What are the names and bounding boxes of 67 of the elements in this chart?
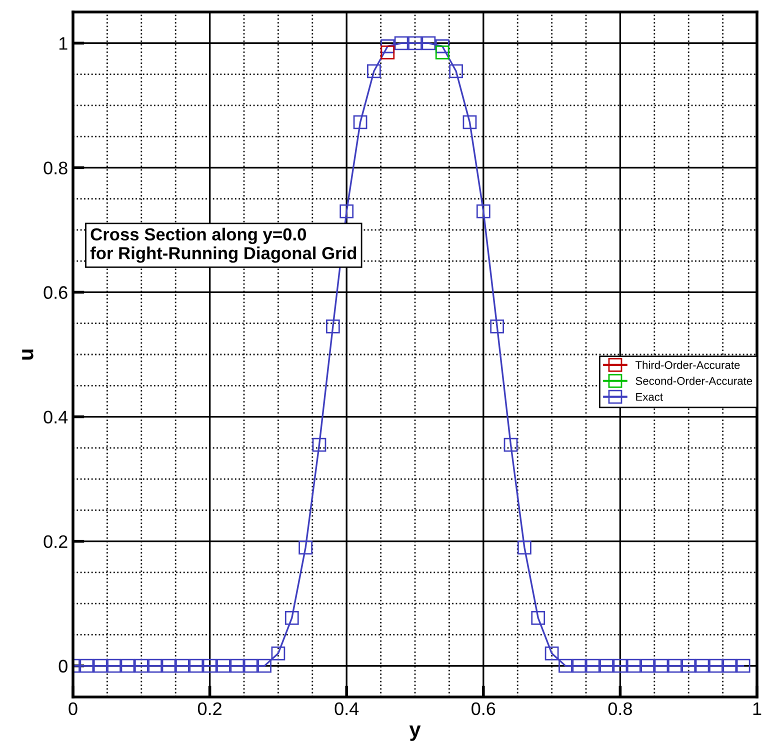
y-tick-label: 0.2 (44, 535, 68, 548)
point (93, 658, 108, 673)
point (271, 646, 286, 660)
point (380, 46, 395, 60)
point (312, 438, 326, 452)
y-tick-label: 0.4 (44, 410, 68, 424)
point (490, 320, 504, 334)
point (695, 658, 710, 673)
point (736, 658, 750, 673)
point (572, 658, 586, 673)
point (544, 646, 559, 660)
x-axis-title: y (409, 726, 421, 741)
point (230, 658, 244, 673)
point (682, 658, 696, 673)
y-tick-label: 0 (58, 660, 68, 673)
legend-label: Exact (636, 393, 663, 401)
x-tick-label: 0 (68, 702, 78, 716)
legend-label: Third-Order-Accurate (635, 360, 740, 369)
y-tick-label: 1 (59, 37, 68, 50)
point (462, 115, 477, 130)
point (148, 658, 162, 673)
point (449, 64, 463, 78)
point (640, 658, 655, 673)
point (258, 658, 272, 673)
point (586, 658, 600, 673)
point (353, 115, 368, 130)
point (408, 36, 422, 50)
point (326, 320, 340, 334)
y-axis-title: u (22, 350, 34, 360)
x-tick-label: 0.8 (608, 702, 632, 716)
point (189, 658, 204, 673)
point (435, 46, 450, 60)
point (517, 540, 532, 554)
point (531, 610, 546, 625)
point (668, 658, 682, 673)
point (202, 658, 217, 673)
legend-label: Second-Order-Accurate (636, 376, 752, 385)
point (134, 658, 148, 673)
point (558, 658, 572, 673)
x-tick-label: 0.4 (334, 702, 359, 716)
point (107, 658, 121, 673)
point (709, 658, 723, 673)
x-tick-label: 1 (753, 702, 762, 715)
x-tick-label: 0.6 (472, 702, 496, 716)
point (340, 204, 354, 218)
point (654, 658, 668, 673)
point (367, 64, 381, 78)
point (394, 36, 408, 50)
point (504, 438, 518, 452)
point (80, 658, 94, 673)
point (175, 658, 190, 673)
point (120, 658, 135, 673)
point (613, 658, 628, 673)
point (600, 658, 614, 673)
x-tick-label: 0.2 (198, 702, 222, 716)
point (244, 658, 258, 673)
point (422, 36, 436, 50)
point (216, 658, 230, 673)
point (284, 610, 299, 625)
y-tick-label: 0.6 (44, 286, 68, 299)
annotation: Cross Section along y=0.0 for Right-Running Diagonal Grid (90, 228, 356, 263)
point (722, 658, 737, 673)
y-tick-label: 0.8 (44, 162, 68, 174)
point (162, 658, 176, 673)
point (476, 204, 490, 218)
point (626, 658, 641, 673)
point (298, 540, 313, 554)
